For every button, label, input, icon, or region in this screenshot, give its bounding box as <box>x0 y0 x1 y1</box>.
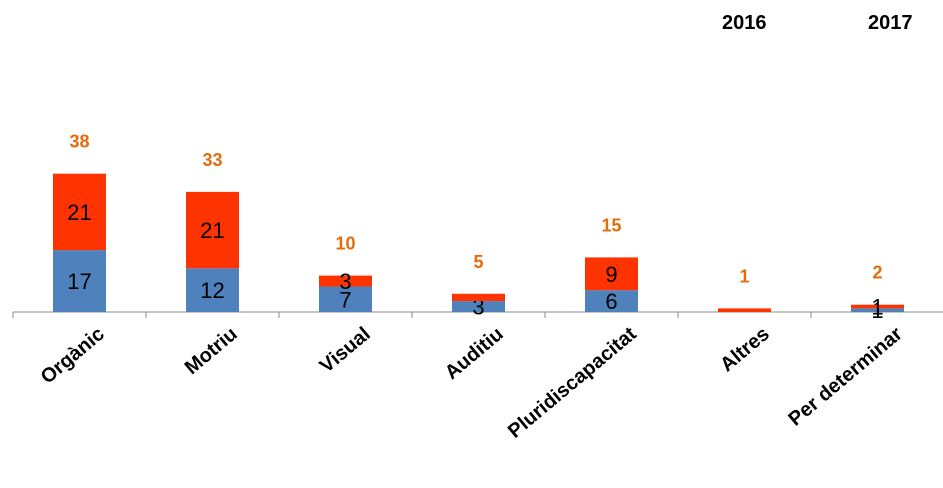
total-label: 33 <box>202 150 222 170</box>
data-label-2017: 3 <box>339 269 351 294</box>
bar-2017-2 <box>186 191 239 269</box>
category-label: Visual <box>316 323 375 377</box>
data-label-2016: 1 <box>871 298 883 323</box>
category-label: Pluridiscapacitat <box>504 323 641 443</box>
data-label-2016: 7 <box>339 287 351 312</box>
data-label-2016: 17 <box>67 269 91 294</box>
data-label-2016: 12 <box>200 278 224 303</box>
bar-2017-7 <box>851 304 904 309</box>
total-label: 15 <box>601 215 621 235</box>
bar-2016-4 <box>452 301 505 312</box>
data-label-2017: 21 <box>67 200 91 225</box>
bar-2017-5 <box>585 257 638 291</box>
total-label: 2 <box>872 263 882 283</box>
total-label: 10 <box>335 234 355 254</box>
bar-2017-1 <box>53 173 106 251</box>
category-label: Per determinar <box>784 323 906 431</box>
total-label: 38 <box>69 132 89 152</box>
legend-label-2016: 2016 <box>722 12 767 34</box>
bar-2016-5 <box>585 290 638 312</box>
total-label: 1 <box>739 266 749 286</box>
bar-2017-3 <box>319 275 372 287</box>
category-label: Auditiu <box>441 323 508 384</box>
bar-2016-2 <box>186 268 239 312</box>
category-label: Orgànic <box>37 323 109 388</box>
category-label: Motriu <box>181 323 242 379</box>
data-label-2016: 6 <box>605 289 617 314</box>
bar-2017-4 <box>452 293 505 302</box>
data-label-2017: 9 <box>605 262 617 287</box>
legend-label-2017: 2017 <box>868 12 913 34</box>
bar-2016-1 <box>53 250 106 312</box>
total-label: 5 <box>473 252 483 272</box>
data-label-2017: 21 <box>200 218 224 243</box>
bar-2017-6 <box>718 308 771 312</box>
bar-2016-3 <box>319 286 372 312</box>
category-label: Altres <box>716 323 774 376</box>
data-label-2017: 1 <box>871 295 883 320</box>
bar-2016-7 <box>851 308 904 312</box>
